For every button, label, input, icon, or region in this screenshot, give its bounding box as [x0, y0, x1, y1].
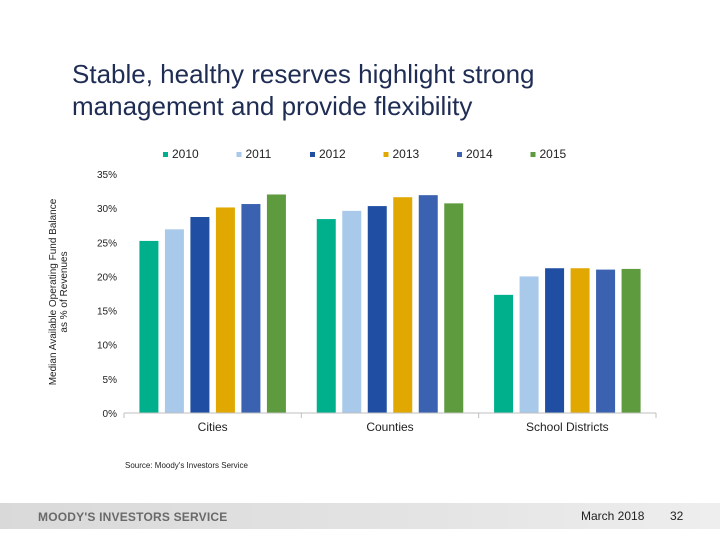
bar-2013-cities [215, 207, 235, 413]
bar-2014-cities [241, 204, 261, 413]
bars [139, 194, 641, 413]
y-tick-label: 15% [97, 307, 117, 318]
bar-2012-counties [367, 206, 387, 413]
bar-2011-cities [164, 229, 184, 413]
bar-2012-school-districts [545, 268, 565, 413]
bar-2010-cities [139, 240, 159, 413]
legend-label: 2015 [540, 147, 567, 161]
y-tick-label: 25% [97, 238, 117, 249]
bar-2010-school-districts [494, 294, 514, 413]
y-axis: 0% 5% 10% 15% 20% 25% 30% 35% [97, 170, 117, 420]
slide-title: Stable, healthy reserves highlight stron… [72, 59, 535, 121]
legend-swatch [163, 152, 168, 157]
y-axis-title: Median Available Operating Fund Balance [48, 198, 59, 385]
footer-date: March 2018 [581, 509, 645, 523]
legend-label: 2013 [393, 147, 420, 161]
legend-swatch [236, 152, 242, 157]
x-category-label: Cities [198, 420, 228, 434]
x-category-label: School Districts [526, 420, 609, 434]
y-tick-label: 10% [97, 341, 117, 352]
bar-2012-cities [190, 217, 210, 413]
y-tick-label: 0% [103, 409, 118, 420]
x-category-label: Counties [366, 420, 413, 434]
legend-label: 2011 [246, 147, 272, 161]
bar-2014-school-districts [596, 269, 616, 413]
chart-legend: 2010 2011 2012 2013 2014 2015 [163, 147, 567, 161]
legend-swatch [457, 152, 462, 157]
bar-2013-counties [393, 197, 413, 413]
bar-2010-counties [316, 219, 336, 413]
y-tick-label: 30% [97, 204, 117, 215]
legend-label: 2010 [172, 147, 199, 161]
bar-2015-counties [444, 203, 464, 413]
footer-bar: MOODY'S INVESTORS SERVICE March 2018 32 [0, 503, 720, 529]
y-tick-label: 20% [97, 272, 117, 283]
y-tick-label: 5% [103, 375, 118, 386]
legend-swatch [383, 152, 389, 157]
brand-logo: MOODY'S INVESTORS SERVICE [38, 510, 228, 524]
legend-label: 2012 [319, 147, 346, 161]
source-note: Source: Moody's Investors Service [125, 461, 248, 470]
x-axis: Cities Counties School Districts [123, 412, 657, 434]
legend-swatch [530, 152, 536, 157]
bar-2015-school-districts [621, 268, 641, 413]
bar-2011-school-districts [519, 276, 539, 413]
y-tick-label: 35% [97, 170, 117, 181]
bar-2015-cities [266, 194, 286, 413]
page-number: 32 [670, 509, 684, 523]
bar-2014-counties [418, 195, 438, 413]
bar-2013-school-districts [570, 268, 590, 413]
legend-swatch [310, 152, 315, 157]
bar-2011-counties [342, 210, 362, 413]
y-axis-title-line2: as % of Revenues [59, 251, 70, 332]
legend-label: 2014 [466, 147, 493, 161]
